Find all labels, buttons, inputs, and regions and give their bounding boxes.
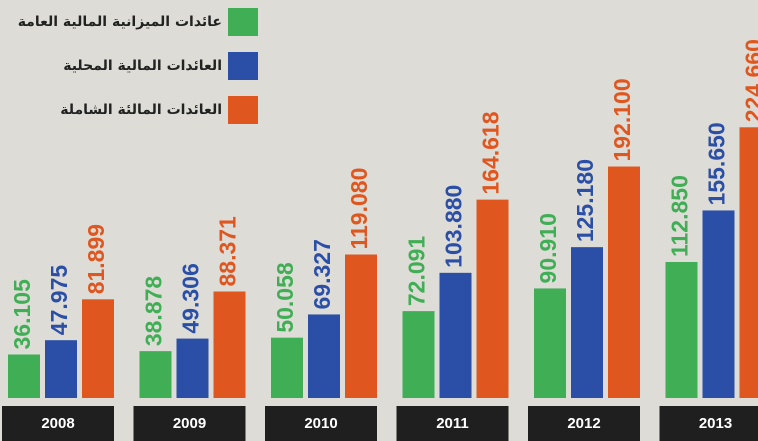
bar <box>213 291 246 398</box>
year-box <box>396 406 509 441</box>
legend-label: العائدات المالئة الشاملة <box>60 102 222 118</box>
value-label: 125.180 <box>572 159 598 242</box>
value-label: 224.660 <box>741 39 758 122</box>
value-label: 88.371 <box>215 216 241 287</box>
value-label: 112.850 <box>667 175 693 257</box>
value-label: 47.975 <box>46 265 72 336</box>
value-label: 49.306 <box>178 263 204 333</box>
year-box <box>528 406 640 441</box>
bar <box>739 127 758 398</box>
value-label: 50.058 <box>272 262 298 333</box>
x-tick-label: 2009 <box>173 415 206 432</box>
legend-label: عائدات الميزانية المالية العامة <box>18 14 222 30</box>
bar <box>82 299 114 398</box>
bar <box>476 199 509 398</box>
value-label: 164.618 <box>478 111 504 194</box>
value-label: 72.091 <box>404 236 430 307</box>
x-tick-label: 2008 <box>41 415 74 432</box>
bar <box>534 288 566 398</box>
legend-swatch <box>228 52 258 80</box>
bar <box>702 210 735 398</box>
x-tick-label: 2011 <box>436 415 469 432</box>
year-box <box>2 406 114 441</box>
year-box <box>265 406 377 441</box>
value-label: 69.327 <box>309 239 335 309</box>
bar <box>308 314 340 398</box>
legend-swatch <box>228 96 258 124</box>
value-label: 36.105 <box>9 279 35 350</box>
bar <box>8 354 40 398</box>
bar <box>439 272 472 398</box>
x-tick-label: 2013 <box>699 415 732 432</box>
x-tick-label: 2010 <box>304 415 337 432</box>
x-tick-label: 2012 <box>567 415 600 432</box>
bar <box>665 262 698 398</box>
bar <box>271 337 303 398</box>
value-label: 119.080 <box>346 168 372 250</box>
bar <box>139 351 172 398</box>
year-box <box>659 406 758 441</box>
legend-swatch <box>228 8 258 36</box>
bar <box>608 166 640 398</box>
year-box <box>133 406 246 441</box>
value-label: 155.650 <box>704 122 730 205</box>
bar <box>571 247 603 398</box>
value-label: 38.878 <box>141 276 167 347</box>
bar <box>176 338 209 398</box>
bar <box>402 311 435 398</box>
legend-label: العائدات المالية المحلية <box>63 58 222 74</box>
bar <box>45 340 77 398</box>
value-label: 192.100 <box>609 78 635 161</box>
value-label: 81.899 <box>83 224 109 294</box>
value-label: 103.880 <box>441 185 467 268</box>
value-label: 90.910 <box>535 213 561 283</box>
bar <box>345 254 377 398</box>
